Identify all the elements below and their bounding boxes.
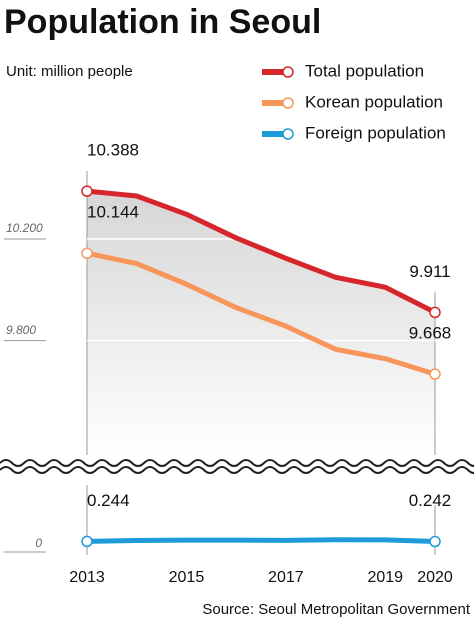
- point: [81, 535, 93, 548]
- unit-label: Unit: million people: [6, 63, 133, 80]
- y2-tick-label: 0: [35, 536, 42, 550]
- legend-swatch: [282, 128, 294, 140]
- legend-swatch: [282, 97, 294, 109]
- legend-label: Foreign population: [305, 123, 446, 142]
- point: [429, 535, 441, 548]
- data-label: 10.388: [87, 141, 139, 160]
- series-line: [86, 537, 436, 545]
- x-tick-label: 2013: [69, 569, 105, 586]
- axis-break: [0, 459, 474, 467]
- x-tick-label: 2019: [367, 569, 403, 586]
- area: [87, 191, 435, 456]
- source: Source: Seoul Metropolitan Government: [202, 601, 470, 618]
- series-line: [86, 188, 437, 315]
- data-label: 9.668: [409, 324, 452, 343]
- point: [429, 368, 441, 380]
- data-label: 10.144: [87, 203, 139, 222]
- x-tick-label: 2015: [169, 569, 205, 586]
- data-label: 9.911: [409, 262, 450, 281]
- y-tick-label: 10.200: [6, 221, 43, 235]
- data-label: 0.244: [87, 491, 130, 510]
- point: [81, 247, 93, 259]
- point: [429, 306, 441, 319]
- x-tick-label: 2020: [417, 569, 453, 586]
- legend-label: Korean population: [305, 92, 443, 111]
- series-line: [86, 250, 436, 377]
- data-label: 0.242: [409, 491, 452, 510]
- point: [81, 185, 93, 197]
- y-tick-label: 9.800: [6, 323, 36, 337]
- legend-swatch: [282, 66, 294, 78]
- chart-title: Population in Seoul: [4, 3, 321, 41]
- axis-break: [0, 466, 474, 474]
- x-tick-label: 2017: [268, 569, 304, 586]
- legend-label: Total population: [305, 61, 424, 80]
